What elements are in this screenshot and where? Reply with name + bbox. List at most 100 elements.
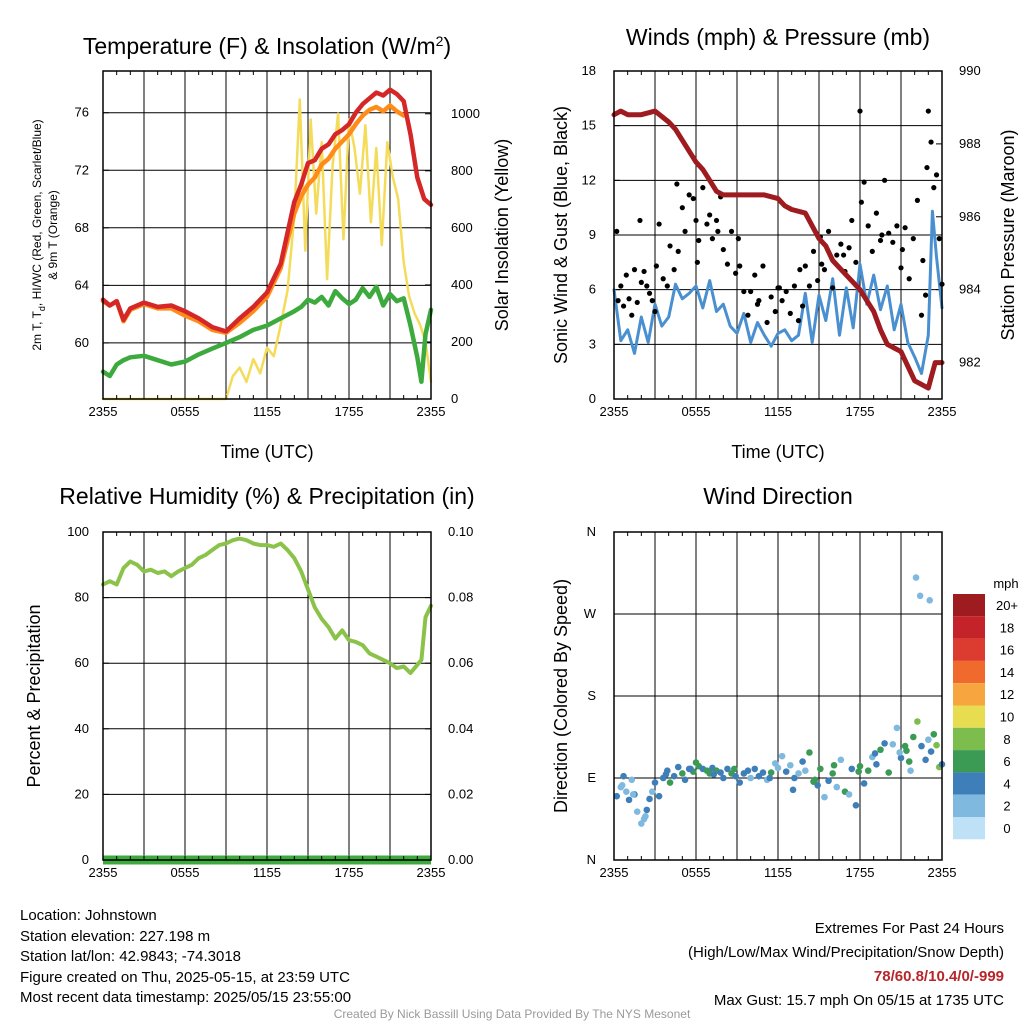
direction-point [687, 765, 694, 773]
gust-point [877, 237, 884, 244]
direction-point [912, 574, 920, 581]
colorbar-label: 0 [1003, 821, 1010, 836]
gust-point [631, 267, 638, 273]
gust-point [924, 164, 930, 171]
temp-y2tick-label: 800 [451, 163, 473, 178]
gust-point [748, 288, 754, 295]
direction-point [871, 750, 879, 757]
colorbar-swatch [953, 705, 985, 728]
direction-point [747, 774, 754, 782]
direction-point [791, 774, 798, 782]
wind-y2tick-label: 984 [959, 282, 981, 297]
gust-point [754, 301, 761, 307]
temp-xtick-label: 1155 [253, 404, 281, 419]
direction-point [642, 812, 649, 820]
gust-point [931, 185, 937, 191]
direction-point [830, 761, 838, 769]
rh-ytick-label: 0 [82, 852, 89, 867]
humidity-ylabel: Percent & Precipitation [24, 604, 44, 787]
gust-point [715, 228, 721, 234]
precip-ytick-label: 0.04 [448, 721, 473, 736]
gust-point [626, 296, 632, 302]
direction-point [837, 756, 845, 764]
rh-ytick-label: 40 [75, 721, 89, 736]
wind-speed-line [612, 209, 944, 375]
latlon-text: Station lat/lon: 42.9843; -74.3018 [20, 948, 242, 965]
direction-point [856, 762, 864, 770]
gust-point [724, 261, 731, 267]
gust-point [653, 263, 659, 269]
direction-point [927, 748, 935, 755]
direction-point [766, 774, 774, 782]
rh-ytick-label: 80 [75, 590, 89, 605]
wind-y2tick-label: 986 [959, 209, 981, 224]
colorbar: 20+ 18 16 14 12 10 8 6 4 2 0 [953, 594, 1018, 840]
winds-xlabel: Time (UTC) [731, 442, 824, 462]
gust-point [690, 195, 696, 202]
direction-point [885, 769, 892, 776]
direction-point [860, 780, 868, 787]
direction-point [821, 793, 828, 801]
temp-y2tick-label: 400 [451, 277, 473, 292]
temp-xtick-label: 2355 [417, 404, 446, 419]
colorbar-swatch [953, 727, 985, 751]
gust-point [641, 268, 647, 275]
gust-point [615, 298, 621, 304]
direction-point [881, 740, 888, 747]
gust-point [802, 263, 808, 269]
direction-point [751, 765, 759, 773]
gust-point [797, 267, 803, 273]
gust-point [899, 246, 905, 253]
gust-point [733, 270, 739, 276]
extremes-heading: Extremes For Past 24 Hours [814, 920, 1004, 937]
temp-xtick-label: 1755 [335, 404, 364, 419]
precip-ytick-label: 0.08 [448, 590, 473, 605]
colorbar-label: 18 [1000, 620, 1014, 635]
direction-point [730, 765, 738, 773]
wind-ytick-label: 18 [582, 63, 596, 78]
temperature-ylabel-1: 2m T, Td, HI/WC (Red, Green, Scarlet/Blu… [30, 119, 47, 350]
gust-point [894, 223, 900, 229]
direction-ylabel: Direction (Colored By Speed) [551, 579, 571, 813]
gust-point [656, 221, 662, 227]
gust-point [902, 225, 908, 231]
created-text: Figure created on Thu, 2025-05-15, at 23… [20, 968, 350, 986]
gust-point [821, 267, 828, 273]
gust-point [886, 230, 892, 236]
winds-ylabel: Sonic Wind & Gust (Blue, Black) [551, 106, 571, 364]
gust-point [667, 243, 673, 249]
colorbar-label: 10 [1000, 710, 1014, 725]
gust-point [910, 236, 916, 242]
colorbar-swatch [953, 594, 985, 617]
direction-point [666, 779, 674, 786]
wind-ytick-label: 0 [589, 391, 596, 406]
gust-point [861, 179, 867, 185]
temp-y2tick-label: 600 [451, 220, 473, 235]
gust-point [704, 221, 710, 227]
direction-point [918, 742, 925, 750]
dir-xtick-label: 1155 [764, 865, 792, 880]
rh-xtick-label: 2355 [89, 865, 118, 880]
gust-point [660, 276, 666, 282]
winds-title: Winds (mph) & Pressure (mb) [626, 24, 930, 50]
wind-y2tick-label: 982 [959, 355, 981, 370]
gust-point [838, 241, 844, 247]
gust-point [764, 319, 770, 326]
direction-point [893, 724, 901, 732]
gust-point [783, 288, 789, 295]
direction-point [679, 770, 686, 777]
gust-point [768, 294, 774, 300]
gust-point [806, 283, 813, 289]
dir-ytick-label: S [587, 688, 596, 703]
gust-point [675, 248, 681, 254]
gust-point [869, 248, 875, 254]
direction-point [817, 765, 824, 773]
gust-point [713, 217, 720, 224]
gust-point [849, 217, 855, 224]
gust-point [928, 139, 934, 145]
humidity-title: Relative Humidity (%) & Precipitation (i… [59, 483, 474, 509]
temp-ytick-label: 72 [75, 162, 89, 177]
rh-xtick-label: 1755 [335, 865, 364, 880]
rh-xtick-label: 0555 [171, 865, 200, 880]
